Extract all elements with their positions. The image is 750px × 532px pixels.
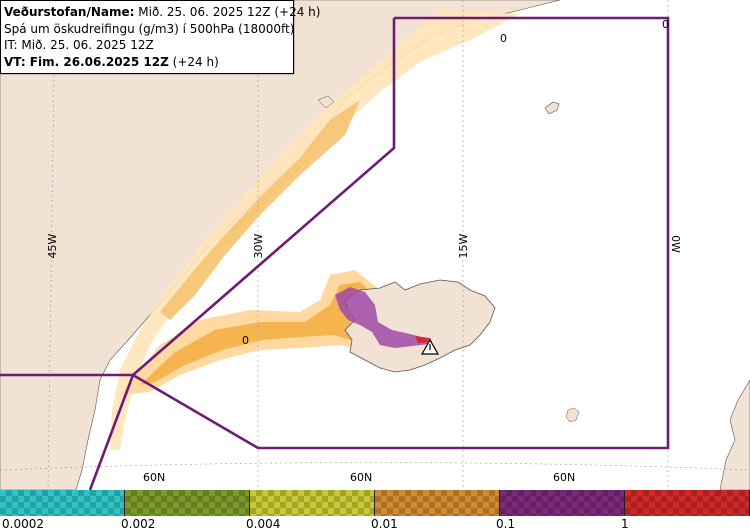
info-line-4-value: (+24 h) [168,54,219,69]
area-boundaries [0,16,670,490]
info-line-4: VT: Fim. 26.06.2025 12Z (+24 h) [4,54,290,71]
legend-tick-5: 0.1 [496,517,516,531]
legend-tick-2: 0.002 [121,517,156,531]
legend-tick-3: 0.004 [246,517,281,531]
legend-swatch-6 [625,490,750,516]
contour-label-a: 0 [500,32,507,45]
legend-tick-6: 1 [621,517,629,531]
lat-label-60n-a: 60N [143,471,165,484]
faroe-islands [565,407,580,423]
lat-label-60n-c: 60N [553,471,575,484]
contour-label-b: 0 [662,18,669,31]
info-line-3: IT: Mið. 25. 06. 2025 12Z [4,38,154,52]
ash-plume-high [335,287,430,348]
ash-plume-core [415,336,432,343]
legend-swatch-5 [500,490,625,516]
warning-triangle-icon [420,338,440,355]
lon-label-0w: 0W [669,235,682,253]
legend-swatch-2 [125,490,250,516]
legend-tick-1: 0.0002 [2,517,44,531]
boundary-reykjavik-fir [88,16,670,490]
legend-tick-labels: 0.0002 0.002 0.004 0.01 0.1 1 [0,516,750,532]
lon-label-15w: 15W [457,233,470,258]
legend-tick-4: 0.01 [371,517,398,531]
norway-land [719,379,750,490]
iceland-land [344,279,496,373]
lon-label-45w: 45W [46,233,59,258]
concentration-legend: 0.0002 0.002 0.004 0.01 0.1 1 [0,490,750,532]
info-line-2: Spá um öskudreifingu (g/m3) í 500hPa (18… [4,21,295,36]
contour-label-c: 0 [242,334,249,347]
ash-dispersion-map: 45W 30W 15W 0W 60N 60N 60N 0 0 0 [0,0,750,490]
boundary-greenland-fir [0,18,396,377]
legend-swatches [0,490,750,516]
legend-swatch-3 [250,490,375,516]
forecast-info-box: Veðurstofan/Name: Mið. 25. 06. 2025 12Z … [0,0,320,74]
legend-swatch-4 [375,490,500,516]
ash-plume-coast-mid [160,100,360,320]
lat-label-60n-b: 60N [350,471,372,484]
lon-label-30w: 30W [252,233,265,258]
info-line-1-value: Mið. 25. 06. 2025 12Z (+24 h) [134,5,321,19]
info-line-1-label: Veðurstofan/Name: [4,5,135,19]
info-line-4-label: VT: Fim. 26.06.2025 12Z [4,54,169,69]
legend-swatch-1 [0,490,125,516]
island-northeast [544,101,560,115]
info-line-1: Veðurstofan/Name: Mið. 25. 06. 2025 12Z … [4,4,320,21]
